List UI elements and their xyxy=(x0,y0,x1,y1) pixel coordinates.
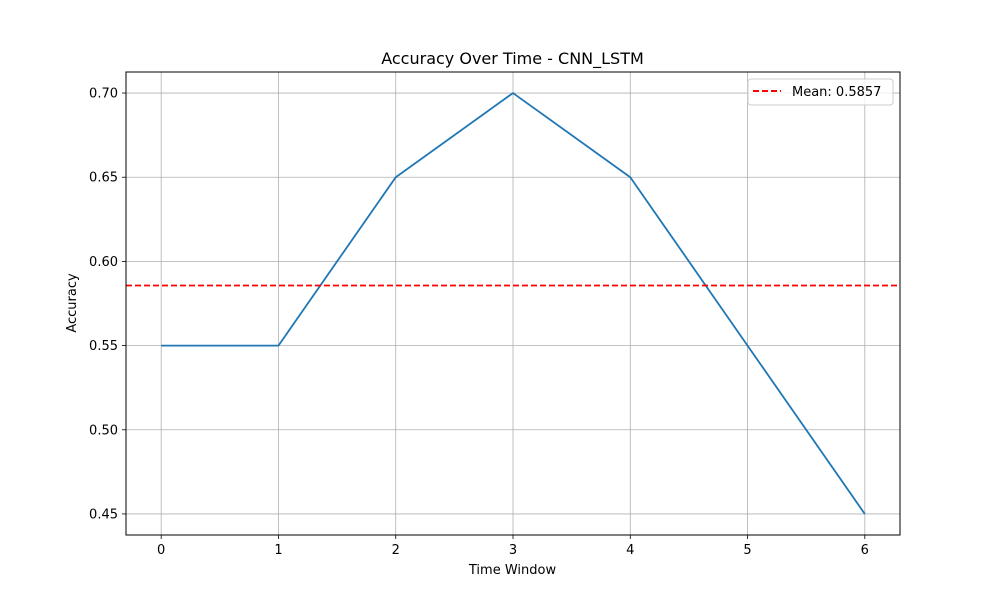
y-tick-label: 0.45 xyxy=(89,507,118,522)
x-axis-label: Time Window xyxy=(468,563,557,578)
legend-mean-label: Mean: 0.5857 xyxy=(792,85,881,100)
accuracy-series-line xyxy=(161,92,866,515)
y-tick-label: 0.65 xyxy=(89,171,118,186)
axis-ticks: 0 1 2 3 4 5 6 0.45 0.50 0.55 0.60 0.65 0.70 xyxy=(89,87,869,558)
y-axis-label: Accuracy xyxy=(65,273,80,333)
x-tick-label: 4 xyxy=(626,543,634,558)
chart-title: Accuracy Over Time - CNN_LSTM xyxy=(381,49,644,69)
grid-lines xyxy=(126,72,900,535)
x-tick-label: 3 xyxy=(509,543,517,558)
y-tick-label: 0.70 xyxy=(89,87,118,102)
x-tick-label: 5 xyxy=(743,543,751,558)
x-tick-label: 2 xyxy=(392,543,400,558)
legend-box xyxy=(747,78,894,106)
legend: Mean: 0.5857 xyxy=(747,78,894,106)
x-tick-label: 0 xyxy=(157,543,165,558)
data-layer xyxy=(126,92,900,515)
y-tick-label: 0.55 xyxy=(89,339,118,354)
x-tick-label: 1 xyxy=(274,543,282,558)
y-tick-label: 0.60 xyxy=(89,255,118,270)
y-tick-label: 0.50 xyxy=(89,423,118,438)
x-tick-label: 6 xyxy=(861,543,869,558)
